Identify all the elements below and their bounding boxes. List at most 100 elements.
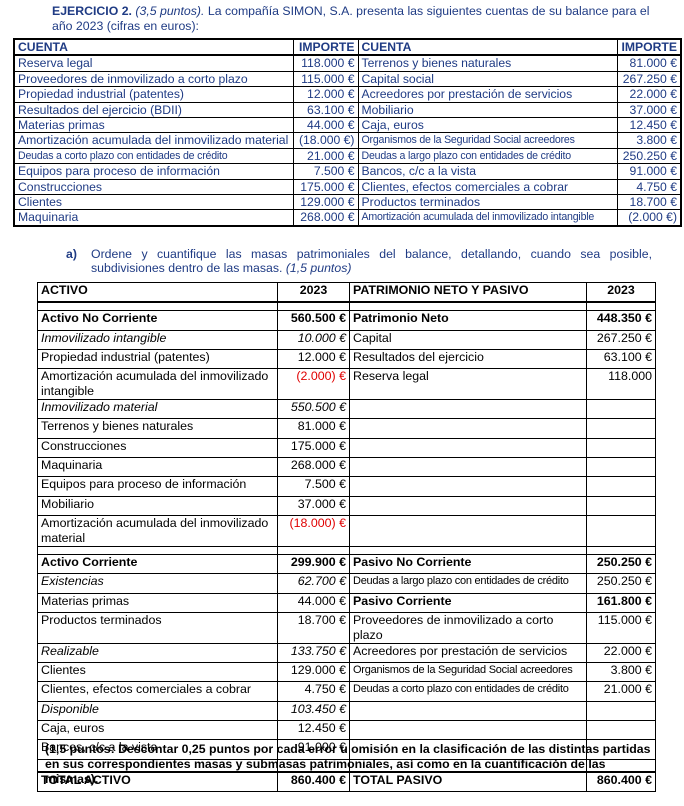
amount-cell: 44.000 € xyxy=(292,116,359,134)
cell-text: 133.750 € xyxy=(290,643,346,658)
account-cell: TOTAL PASIVO xyxy=(349,771,587,792)
amount-cell: 3.800 € xyxy=(616,132,682,149)
amount-cell: 4.750 € xyxy=(616,178,682,195)
account-cell: Disponible xyxy=(37,700,278,722)
cell-text: CUENTA xyxy=(361,40,412,54)
balance-row: Activo Corriente 299.900 € Pasivo No Corri… xyxy=(37,553,656,575)
balance-row: Clientes, efectos comerciales a cobrar 4.… xyxy=(37,681,656,702)
cell-text: Reserva legal xyxy=(353,369,429,384)
empty-cell xyxy=(37,545,278,555)
amount-cell: 12.000 € xyxy=(292,86,359,103)
cell-text: 175.000 € xyxy=(300,179,355,194)
account-cell: Bancos, c/c a la vista xyxy=(37,739,278,760)
amount-cell: 18.700 € xyxy=(616,193,682,211)
account-cell: Propiedad industrial (patentes) xyxy=(13,86,294,103)
cell-text: 115.000 € xyxy=(301,71,355,86)
cell-text: 12.450 € xyxy=(629,117,677,132)
cell-text: 2023 xyxy=(299,283,328,297)
cell-text: 10.000 € xyxy=(297,330,346,345)
account-cell: Construcciones xyxy=(13,178,294,195)
empty-cell xyxy=(586,301,656,312)
balance-row: TOTAL ACTIVO 860.400 € TOTAL PASIVO 860.400… xyxy=(37,771,656,792)
amount-cell: (18.000) € xyxy=(277,514,350,547)
cell-text: Clientes, efectos comerciales a cobrar xyxy=(41,682,252,697)
cell-text: 2023 xyxy=(607,283,635,297)
account-cell: Inmovilizado material xyxy=(37,399,278,420)
account-cell: Construcciones xyxy=(37,437,278,459)
balance-row: Productos terminados 18.700 € Proveedores … xyxy=(37,611,656,644)
cell-text: Bancos, c/c a la vista xyxy=(361,164,476,179)
amount-cell: 22.000 € xyxy=(586,642,656,664)
cell-text: 560.500 € xyxy=(290,311,346,326)
account-cell: Existencias xyxy=(37,573,278,594)
cell-text: Organismos de la Seguridad Social acreed… xyxy=(353,664,573,677)
cell-text: CUENTA xyxy=(18,40,68,54)
account-cell: Proveedores de inmovilizado a corto plaz… xyxy=(13,70,294,88)
cell-text: 7.500 € xyxy=(304,477,346,492)
cell-text: 18.700 € xyxy=(297,612,346,627)
amount-cell xyxy=(586,495,656,516)
cell-text: (2.000) € xyxy=(296,369,346,384)
account-row: Equipos para proceso de información 7.500… xyxy=(13,163,682,180)
cell-text: 268.000 € xyxy=(300,210,355,225)
account-row: Clientes 129.000 € Productos terminados 18.… xyxy=(13,193,682,211)
account-cell: Clientes, efectos comerciales a cobrar xyxy=(357,178,618,195)
cell-text: PATRIMONIO NETO Y PASIVO xyxy=(353,283,529,297)
cell-text: 175.000 € xyxy=(290,438,346,453)
cell-text: (18.000) € xyxy=(289,515,346,530)
cell-text: IMPORTE xyxy=(298,40,355,54)
balance-row: Activo No Corriente 560.500 € Patrimonio N… xyxy=(37,310,656,331)
account-cell: Caja, euros xyxy=(357,116,618,134)
cell-text: Inmovilizado intangible xyxy=(41,330,167,345)
cell-text: 22.000 € xyxy=(603,643,652,658)
cell-text: 860.400 € xyxy=(596,772,652,787)
amount-cell xyxy=(586,514,656,547)
cell-text: 250.250 € xyxy=(622,148,677,163)
account-cell: Activo Corriente xyxy=(37,553,278,575)
account-cell: Terrenos y bienes naturales xyxy=(357,54,618,72)
account-cell: Deudas a largo plazo con entidades de cr… xyxy=(357,147,618,165)
cell-text: Propiedad industrial (patentes) xyxy=(18,87,184,102)
empty-cell xyxy=(349,301,587,312)
empty-cell xyxy=(277,545,350,555)
cell-text: Deudas a corto plazo con entidades de cr… xyxy=(353,683,569,696)
account-cell: Reserva legal xyxy=(13,54,294,72)
cell-text: ACTIVO xyxy=(41,283,88,297)
balance-row: Propiedad industrial (patentes) 12.000 € R… xyxy=(37,348,656,370)
cell-text: Proveedores de inmovilizado a corto plaz… xyxy=(18,71,248,86)
balance-row: Terrenos y bienes naturales 81.000 € xyxy=(37,418,656,439)
column-header: CUENTA xyxy=(13,38,294,57)
amount-cell: 91.000 € xyxy=(277,739,350,760)
amount-cell: 115.000 € xyxy=(586,611,656,644)
account-cell: Caja, euros xyxy=(37,720,278,741)
cell-text: 22.000 € xyxy=(629,87,677,102)
cell-text: Activo No Corriente xyxy=(41,311,158,326)
cell-text: Maquinaria xyxy=(41,458,103,473)
cell-text: Inmovilizado material xyxy=(41,400,158,415)
cell-text: 12.000 € xyxy=(307,87,355,102)
balance-row: Clientes 129.000 € Organismos de la Seguri… xyxy=(37,662,656,683)
amount-cell: 12.450 € xyxy=(277,720,350,741)
cell-text: 91.000 € xyxy=(629,164,677,179)
amount-cell: 103.450 € xyxy=(277,700,350,722)
question-label: a) xyxy=(66,247,77,261)
column-header: IMPORTE xyxy=(292,38,359,57)
cell-text: 267.250 € xyxy=(596,330,652,345)
amount-cell: 299.900 € xyxy=(277,553,350,575)
cell-text: Amortización acumulada del inmovilizado … xyxy=(41,515,269,545)
cell-text: Proveedores de inmovilizado a corto plaz… xyxy=(353,612,554,642)
cell-text: 81.000 € xyxy=(297,419,346,434)
amount-cell: 3.800 € xyxy=(586,662,656,683)
cell-text: Mobiliario xyxy=(361,102,414,117)
column-header: PATRIMONIO NETO Y PASIVO xyxy=(349,282,587,304)
amount-cell: 63.100 € xyxy=(292,101,359,118)
cell-text: 129.000 € xyxy=(300,194,355,209)
cell-text: Existencias xyxy=(41,574,104,589)
cell-text: Terrenos y bienes naturales xyxy=(361,56,512,71)
cell-text: 18.700 € xyxy=(629,194,677,209)
amount-cell: 860.400 € xyxy=(586,771,656,792)
account-cell: Amortización acumulada del inmovilizado … xyxy=(37,514,278,547)
amount-cell: 81.000 € xyxy=(616,54,682,72)
cell-text: IMPORTE xyxy=(621,40,677,54)
